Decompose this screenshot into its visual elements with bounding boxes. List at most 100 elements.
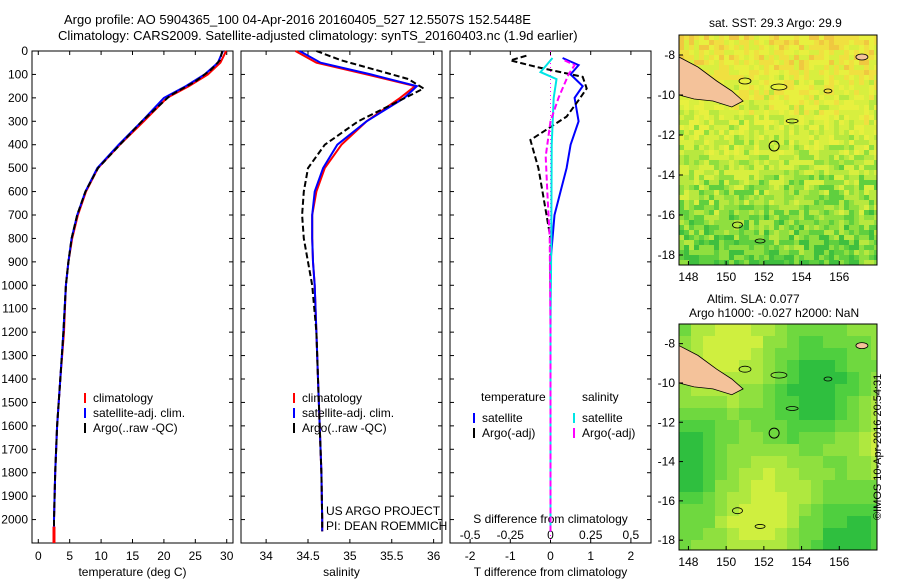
depth-tick-label: 1700 (1, 442, 28, 456)
climatology-title: Climatology: CARS2009. Satellite-adjuste… (58, 28, 578, 43)
legend-salinity-title: salinity (582, 390, 619, 404)
credit-line-1: US ARGO PROJECT (326, 504, 441, 518)
sst-map-title-0: sat. SST: 29.3 Argo: 29.9 (709, 16, 842, 30)
temperature-legend-label: Argo(..raw -QC) (93, 421, 178, 435)
salinity-xtick-label: 36 (427, 549, 441, 563)
temperature-legend-label: satellite-adj. clim. (93, 406, 185, 420)
salinity-xtick-label: 35.5 (380, 549, 404, 563)
salinity-xtick-label: 35 (343, 549, 357, 563)
depth-tick-label: 1100 (2, 302, 28, 316)
temperature-xtick-label: 25 (189, 549, 203, 563)
sla-map-title-1: Argo h1000: -0.027 h2000: NaN (689, 306, 859, 320)
island-outline (785, 118, 799, 124)
depth-tick-label: 400 (8, 138, 28, 152)
depth-tick-label: 200 (8, 91, 28, 105)
S-diff-tick-label: -0.5 (460, 528, 481, 542)
salinity-legend-label: climatology (302, 391, 362, 405)
T-diff-tick-label: 1 (587, 549, 594, 563)
sla-map-frame (678, 323, 878, 551)
sla-map-lat-label: -16 (658, 494, 676, 508)
salinity-series-satellite-adj-clim- (299, 50, 419, 532)
S-diff-tick-label: 0.5 (623, 528, 640, 542)
temperature-legend-label: climatology (93, 391, 153, 405)
land-islands-ne (855, 342, 869, 350)
sst-map-lat-label: -10 (658, 88, 676, 102)
sla-map-lon-label: 148 (678, 555, 698, 569)
argo-position-marker (768, 140, 780, 152)
depth-tick-label: 1500 (1, 395, 28, 409)
land-new-guinea (679, 56, 744, 108)
sst-map: 148 150 152 154 156 -8 -10 -12 -14 -16 -18 sat. SST… (658, 16, 878, 284)
T-diff-tick-label: 2 (628, 549, 635, 563)
island-outline (732, 507, 743, 515)
depth-tick-label: 1000 (1, 278, 28, 292)
sla-map-lat-label: -8 (664, 337, 675, 351)
argo-position-marker (768, 427, 780, 439)
T-diff-tick-label: 0 (547, 549, 554, 563)
temperature-xtick-label: 10 (94, 549, 108, 563)
island-outline (823, 88, 833, 94)
S-diff-tick-label: -0.25 (497, 528, 525, 542)
sst-map-lat-label: -14 (658, 168, 676, 182)
depth-tick-label: 600 (8, 185, 28, 199)
legend-temperature-title: temperature (481, 390, 546, 404)
sla-map-title-0: Altim. SLA: 0.077 (707, 292, 800, 306)
temperature-series-satellite-adj-clim- (53, 50, 224, 532)
sst-map-lon-label: 156 (829, 270, 849, 284)
sst-map-lat-label: -8 (664, 48, 675, 62)
depth-tick-label: 1300 (1, 349, 28, 363)
temperature-axes (31, 50, 234, 544)
depth-tick-label: 800 (8, 231, 28, 245)
sst-map-frame (678, 34, 878, 266)
sst-map-lon-label: 148 (678, 270, 698, 284)
salinity-series-argo-raw-qc- (301, 50, 426, 532)
sla-map-lat-label: -12 (658, 415, 676, 429)
S-diff-tick-label: 0 (547, 528, 554, 542)
island-outline (738, 77, 752, 85)
legend-T-label: satellite (482, 411, 523, 425)
island-outline (785, 406, 799, 411)
island-outline (754, 238, 766, 244)
sla-map-lat-label: -18 (658, 533, 676, 547)
sst-map-lon-label: 150 (716, 270, 736, 284)
sst-map-lon-label: 154 (792, 270, 812, 284)
difference-series-s-satellite (538, 57, 558, 532)
imos-credit: ©IMOS 10-Apr-2016 20:54:31 (872, 373, 884, 520)
sst-map-lat-label: -18 (658, 248, 676, 262)
sla-map-lon-label: 150 (716, 555, 736, 569)
T-diff-tick-label: -2 (465, 549, 476, 563)
temperature-xlabel: temperature (deg C) (78, 565, 186, 579)
sla-map-field (679, 324, 877, 550)
sla-map: 148 150 152 154 156 -8 -10 -12 -14 -16 -18 Altim. S… (658, 292, 878, 569)
temperature-xtick-label: 15 (126, 549, 140, 563)
depth-tick-label: 700 (8, 208, 28, 222)
difference-series-t-satellite (549, 57, 585, 532)
credit-line-2: PI: DEAN ROEMMICH (326, 519, 447, 533)
salinity-xtick-label: 34 (259, 549, 273, 563)
depth-tick-label: 100 (8, 67, 28, 81)
T-diff-xlabel: T difference from climatology (474, 565, 628, 579)
difference-series-s-argo-adj- (544, 59, 577, 532)
salinity-axes (240, 50, 443, 544)
profile-title: Argo profile: AO 5904365_100 04-Apr-2016… (64, 12, 531, 27)
depth-tick-label: 1600 (1, 419, 28, 433)
island-outline (738, 365, 752, 373)
temperature-xtick-label: 5 (66, 549, 73, 563)
island-outline (754, 524, 766, 529)
island-outline (823, 376, 833, 382)
difference-series-t-argo-adj- (506, 54, 588, 532)
depth-tick-label: 300 (8, 114, 28, 128)
salinity-legend-label: satellite-adj. clim. (302, 406, 394, 420)
depth-tick-label: 1400 (1, 372, 28, 386)
sla-map-lat-label: -14 (658, 455, 676, 469)
sst-map-field (679, 35, 877, 265)
sla-map-lon-label: 152 (754, 555, 774, 569)
sla-map-lat-label: -10 (658, 376, 676, 390)
legend-S-label: Argo(-adj) (582, 426, 635, 440)
depth-tick-label: 1800 (1, 466, 28, 480)
salinity-legend-label: Argo(..raw -QC) (302, 421, 387, 435)
temperature-xtick-label: 0 (35, 549, 42, 563)
temperature-xtick-label: 20 (157, 549, 171, 563)
island-outline (770, 371, 788, 379)
depth-tick-label: 1200 (1, 325, 28, 339)
